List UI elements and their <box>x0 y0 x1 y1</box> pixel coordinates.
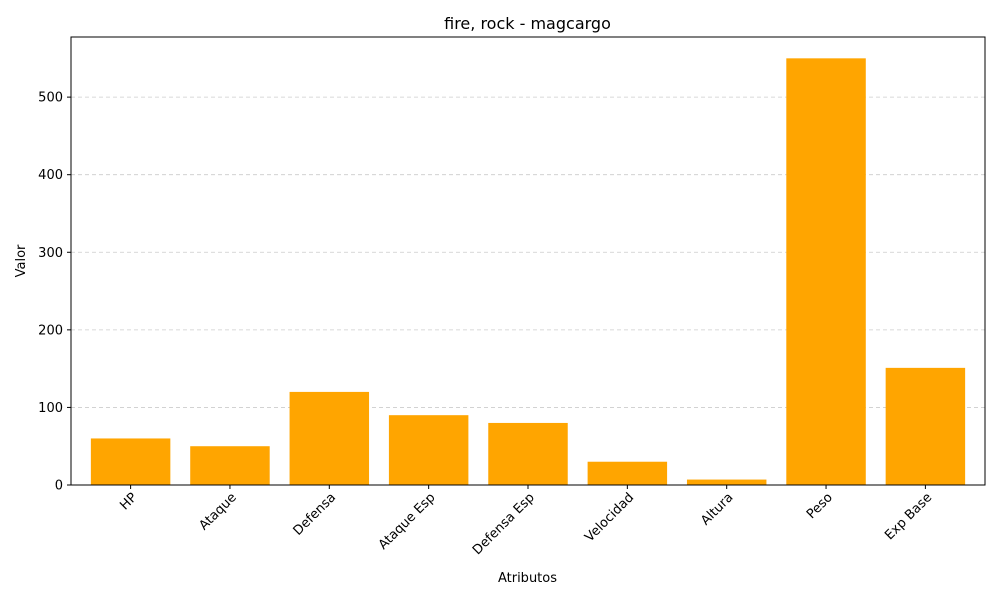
bar-defensa-esp <box>488 422 568 485</box>
bar-exp-base <box>885 367 966 485</box>
bar-ataque <box>190 446 270 485</box>
y-axis-ticks: 0 100 200 300 400 500 <box>38 91 71 494</box>
chart-title: fire, rock - magcargo <box>444 14 611 33</box>
bar-peso <box>786 58 866 485</box>
bars <box>90 58 966 485</box>
y-tick-label: 500 <box>38 91 63 106</box>
bar-altura <box>686 479 767 485</box>
y-tick-label: 200 <box>38 323 63 338</box>
y-tick-label: 300 <box>38 246 63 261</box>
grid-lines <box>71 96 985 408</box>
bar-defensa <box>289 391 370 485</box>
x-axis-label: Atributos <box>498 571 557 586</box>
bar-hp <box>90 438 171 485</box>
bar-velocidad <box>587 461 668 485</box>
y-axis-label: Valor <box>14 244 29 277</box>
bar-ataque-esp <box>388 415 469 485</box>
y-tick-label: 400 <box>38 168 63 183</box>
y-tick-label: 100 <box>38 401 63 416</box>
y-tick-label: 0 <box>55 479 63 494</box>
